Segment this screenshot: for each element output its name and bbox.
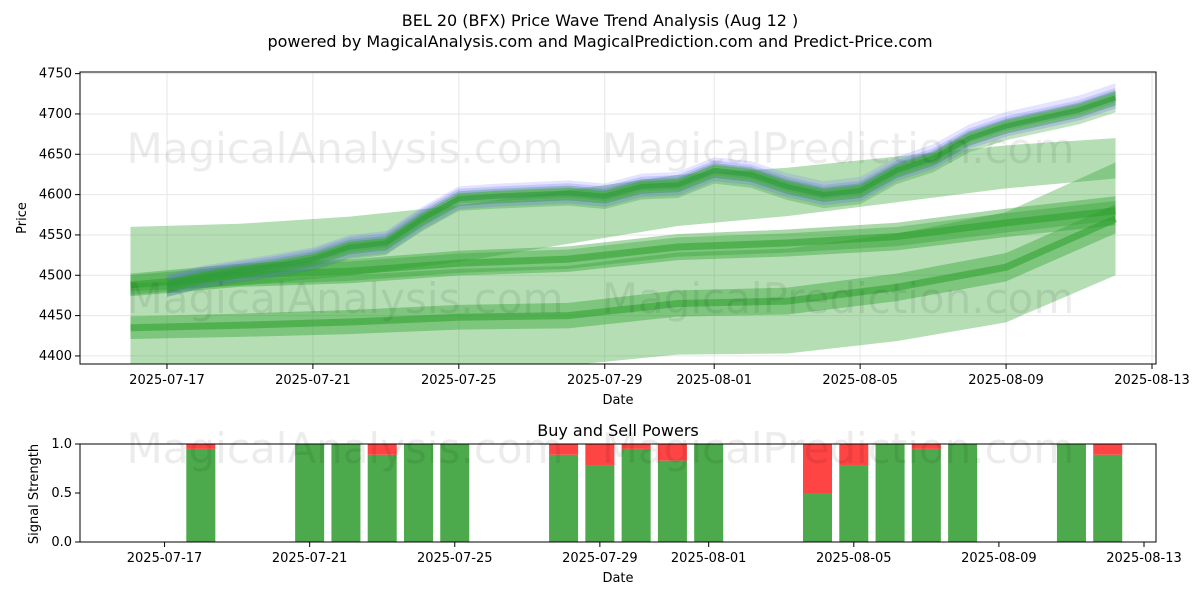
sell-bar: [657, 444, 687, 461]
buy-bar: [440, 444, 470, 542]
buy-bar: [803, 493, 833, 542]
sell-bar: [367, 444, 397, 455]
signal-y-label: Signal Strength: [27, 444, 42, 544]
signal-x-tick-label: 2025-08-01: [671, 551, 747, 566]
sell-bar: [911, 444, 941, 449]
signal-panel: Buy and Sell Powers MagicalAnalysis.com …: [27, 421, 1182, 586]
price-wave-main-line: [166, 95, 1117, 289]
price-x-tick-label: 2025-07-25: [421, 373, 497, 388]
price-trend-line: [130, 215, 1117, 332]
signal-y-tick-label: 1.0: [51, 437, 72, 452]
price-x-tick-label: 2025-07-21: [275, 373, 351, 388]
price-x-label: Date: [602, 393, 633, 408]
price-y-tick-label: 4450: [39, 309, 72, 324]
buy-bar: [549, 454, 579, 542]
buy-bar: [585, 465, 615, 542]
price-panel: MagicalAnalysis.com MagicalPrediction.co…: [15, 67, 1190, 408]
watermark: MagicalPrediction.com: [602, 124, 1075, 173]
price-axes-frame: [79, 71, 1157, 365]
price-y-tick-label: 4650: [39, 147, 72, 162]
buy-bar: [911, 448, 941, 542]
watermark: MagicalAnalysis.com: [127, 124, 564, 173]
buy-bar: [1093, 454, 1123, 542]
buy-bar: [295, 444, 325, 542]
watermark: MagicalAnalysis.com: [127, 424, 564, 473]
price-x-tick-label: 2025-08-01: [676, 373, 752, 388]
price-y-ticks: 4400 4450 4500 4550 4600 4650 4700 4750: [39, 67, 80, 364]
price-wave-line: [166, 88, 1117, 281]
sell-bar: [549, 444, 579, 455]
signal-x-tick-label: 2025-08-13: [1106, 551, 1182, 566]
signal-x-label: Date: [602, 571, 633, 586]
chart-subtitle: powered by MagicalAnalysis.com and Magic…: [267, 32, 932, 51]
price-series: [130, 88, 1117, 332]
signal-y-tick-label: 0.5: [51, 486, 72, 501]
signal-x-tick-label: 2025-07-17: [127, 551, 203, 566]
price-x-tick-label: 2025-07-29: [567, 373, 643, 388]
signal-x-tick-label: 2025-07-21: [272, 551, 348, 566]
buy-bar: [367, 454, 397, 542]
price-y-tick-label: 4550: [39, 228, 72, 243]
price-y-tick-label: 4600: [39, 188, 72, 203]
sell-bar: [585, 444, 615, 466]
sell-bar: [621, 444, 651, 449]
price-wave-line: [166, 90, 1117, 284]
price-wave-line: [166, 100, 1117, 294]
buy-bar: [657, 460, 687, 542]
buy-bar: [839, 465, 869, 542]
buy-bar: [694, 444, 724, 542]
price-band: [130, 138, 1116, 292]
price-trend-line: [130, 207, 1116, 289]
signal-x-tick-label: 2025-08-09: [961, 551, 1037, 566]
buy-bar: [875, 444, 905, 542]
buy-bar: [1056, 444, 1086, 542]
sell-bar: [803, 444, 833, 493]
sell-bar: [1093, 444, 1123, 455]
buy-bar: [331, 444, 361, 542]
chart-title: BEL 20 (BFX) Price Wave Trend Analysis (…: [402, 11, 799, 30]
price-wave-line: [166, 103, 1117, 297]
buy-bar: [186, 448, 216, 542]
watermark: MagicalAnalysis.com: [127, 274, 564, 323]
buy-bar: [403, 444, 433, 542]
buy-bar: [948, 444, 978, 542]
price-y-tick-label: 4400: [39, 349, 72, 364]
sell-bar: [839, 444, 869, 466]
signal-title: Buy and Sell Powers: [537, 421, 699, 440]
signal-y-tick-label: 0.0: [51, 535, 72, 550]
price-y-tick-label: 4750: [39, 67, 72, 82]
buy-bar: [621, 448, 651, 542]
signal-x-tick-label: 2025-07-29: [562, 551, 638, 566]
price-y-label: Price: [15, 202, 30, 234]
signal-x-ticks: 2025-07-17 2025-07-21 2025-07-25 2025-07-29…: [127, 542, 1182, 566]
price-wave-band: [166, 91, 1116, 298]
price-x-tick-label: 2025-08-05: [822, 373, 898, 388]
watermark: MagicalPrediction.com: [602, 274, 1075, 323]
price-x-tick-label: 2025-08-09: [968, 373, 1044, 388]
signal-x-tick-label: 2025-07-25: [417, 551, 493, 566]
price-y-tick-label: 4700: [39, 107, 72, 122]
price-x-tick-label: 2025-08-13: [1114, 373, 1190, 388]
price-y-tick-label: 4500: [39, 268, 72, 283]
sell-bar: [186, 444, 216, 449]
watermark: MagicalPrediction.com: [602, 424, 1075, 473]
signal-x-tick-label: 2025-08-05: [816, 551, 892, 566]
signal-y-ticks: 0.0 0.5 1.0: [51, 437, 80, 550]
price-x-tick-label: 2025-07-17: [129, 373, 205, 388]
signal-bars: [186, 444, 1123, 542]
price-x-ticks: 2025-07-17 2025-07-21 2025-07-25 2025-07-29…: [129, 364, 1190, 388]
price-band: [130, 162, 1116, 364]
